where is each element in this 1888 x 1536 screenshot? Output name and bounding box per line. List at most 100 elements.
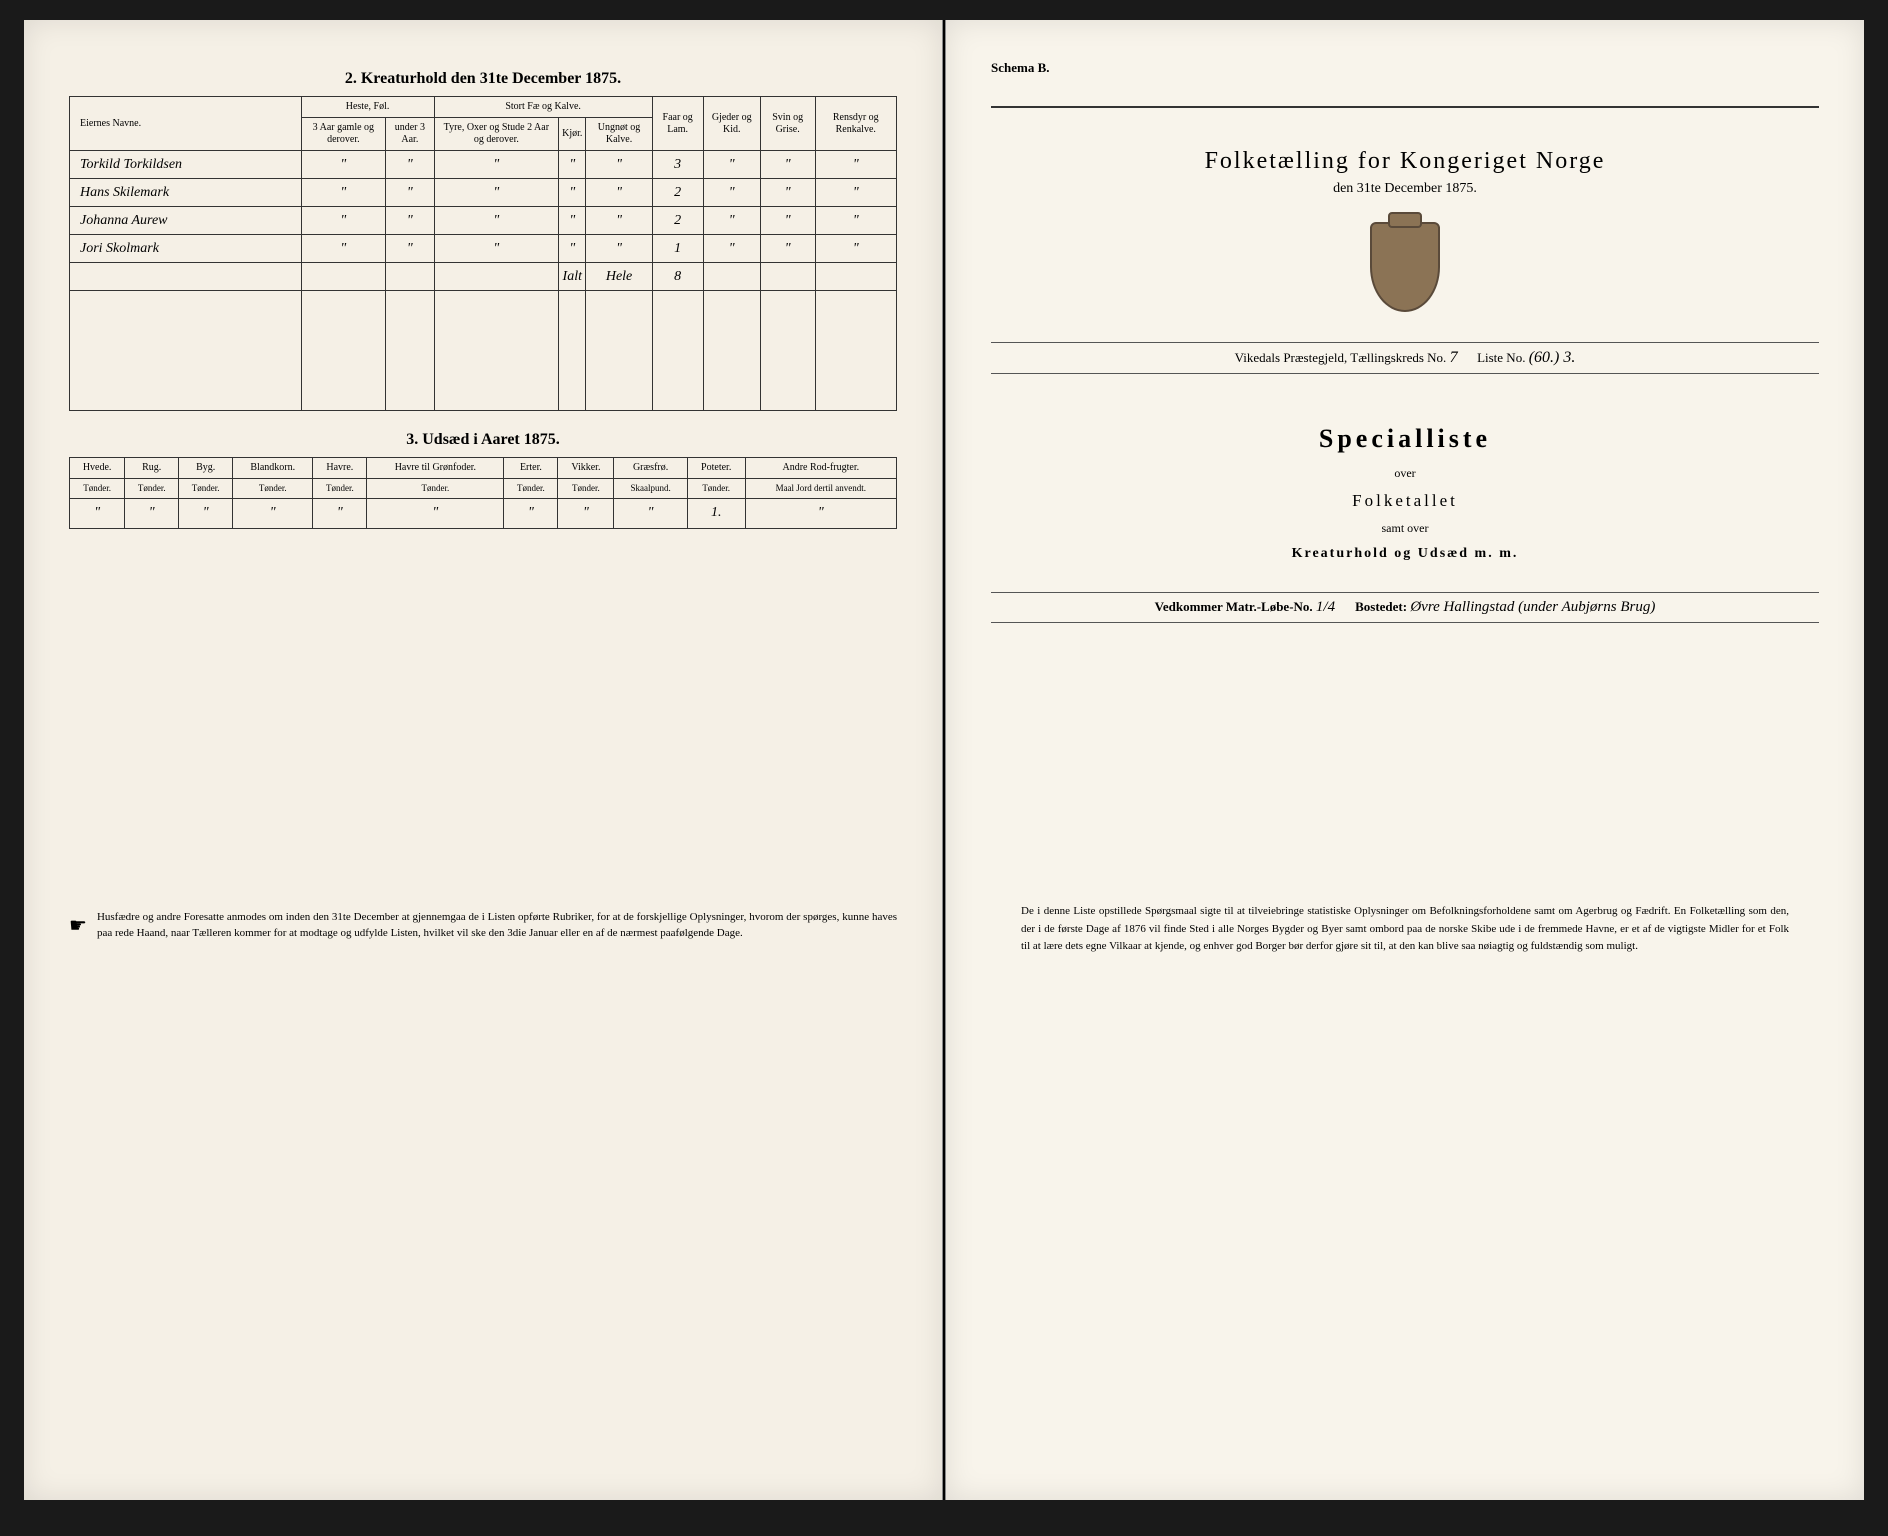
col-heste: Heste, Føl. <box>301 97 434 118</box>
over-label: over <box>991 466 1819 481</box>
totals-val: 8 <box>652 263 703 291</box>
table3-title: 3. Udsæd i Aaret 1875. <box>69 431 897 449</box>
livestock-cell: " <box>586 151 652 179</box>
folketallet: Folketallet <box>991 491 1819 511</box>
livestock-cell: " <box>386 151 434 179</box>
right-footnote: De i denne Liste opstillede Spørgsmaal s… <box>991 903 1819 956</box>
livestock-cell: " <box>815 207 896 235</box>
meta-liste: (60.) 3. <box>1529 349 1576 366</box>
livestock-cell: " <box>703 179 760 207</box>
seed-col-sub: Tønder. <box>70 479 125 499</box>
bostod-label2: Bostedet: <box>1355 599 1407 614</box>
seed-col-head: Vikker. <box>558 458 614 479</box>
seed-cell: " <box>70 498 125 528</box>
seed-col-sub: Tønder. <box>504 479 558 499</box>
livestock-cell: " <box>559 151 586 179</box>
seed-cell: " <box>504 498 558 528</box>
seed-col-head: Rug. <box>125 458 179 479</box>
kreatur-line: Kreaturhold og Udsæd m. m. <box>991 546 1819 562</box>
pointer-icon: ☛ <box>69 911 87 942</box>
livestock-cell: " <box>434 179 559 207</box>
totals-label: Hele <box>586 263 652 291</box>
livestock-cell: " <box>586 235 652 263</box>
livestock-cell: " <box>760 179 815 207</box>
sub-stort3: Ungnøt og Kalve. <box>586 118 652 151</box>
livestock-cell: " <box>703 207 760 235</box>
seed-cell: " <box>233 498 313 528</box>
seed-col-head: Havre. <box>313 458 367 479</box>
left-footnote: ☛ Husfædre og andre Foresatte anmodes om… <box>69 909 897 942</box>
livestock-cell: 2 <box>652 179 703 207</box>
sub-heste1: 3 Aar gamle og derover. <box>301 118 386 151</box>
bostod-no: 1/4 <box>1316 599 1335 615</box>
livestock-cell: " <box>703 235 760 263</box>
seed-col-head: Andre Rod-frugter. <box>745 458 896 479</box>
seed-col-sub: Maal Jord dertil anvendt. <box>745 479 896 499</box>
livestock-cell: " <box>815 151 896 179</box>
document-spread: 2. Kreaturhold den 31te December 1875. E… <box>24 20 1864 1500</box>
livestock-cell: " <box>434 207 559 235</box>
col-stort: Stort Fæ og Kalve. <box>434 97 652 118</box>
livestock-cell: " <box>760 235 815 263</box>
seed-col-head: Hvede. <box>70 458 125 479</box>
sub-stort2: Kjør. <box>559 118 586 151</box>
seed-cell: 1. <box>687 498 745 528</box>
livestock-cell: " <box>815 235 896 263</box>
seed-col-sub: Tønder. <box>233 479 313 499</box>
meta-liste-label: Liste No. <box>1477 350 1525 365</box>
livestock-table: Eiernes Navne. Heste, Føl. Stort Fæ og K… <box>69 96 897 411</box>
livestock-cell: " <box>434 235 559 263</box>
meta-line: Vikedals Præstegjeld, Tællingskreds No. … <box>991 342 1819 374</box>
livestock-cell: " <box>559 179 586 207</box>
owner-name: Jori Skolmark <box>70 235 302 263</box>
livestock-cell: " <box>301 151 386 179</box>
col-svin: Svin og Grise. <box>760 97 815 151</box>
livestock-cell: 1 <box>652 235 703 263</box>
bostod-line: Vedkommer Matr.-Løbe-No. 1/4 Bostedet: Ø… <box>991 592 1819 623</box>
livestock-cell: " <box>559 207 586 235</box>
col-gjeder: Gjeder og Kid. <box>703 97 760 151</box>
seed-col-head: Havre til Grønfoder. <box>367 458 504 479</box>
seed-col-sub: Tønder. <box>313 479 367 499</box>
seed-col-head: Blandkorn. <box>233 458 313 479</box>
livestock-cell: " <box>386 235 434 263</box>
main-title: Folketælling for Kongeriget Norge <box>991 148 1819 175</box>
table2-title: 2. Kreaturhold den 31te December 1875. <box>69 70 897 88</box>
livestock-cell: " <box>301 235 386 263</box>
livestock-cell: " <box>760 151 815 179</box>
seed-cell: " <box>367 498 504 528</box>
owner-name: Hans Skilemark <box>70 179 302 207</box>
seed-cell: " <box>179 498 233 528</box>
seed-col-sub: Tønder. <box>179 479 233 499</box>
sub-heste2: under 3 Aar. <box>386 118 434 151</box>
seed-col-head: Poteter. <box>687 458 745 479</box>
livestock-cell: " <box>760 207 815 235</box>
seed-col-sub: Tønder. <box>367 479 504 499</box>
livestock-cell: 3 <box>652 151 703 179</box>
subtitle: den 31te December 1875. <box>991 181 1819 197</box>
owner-name: Torkild Torkildsen <box>70 151 302 179</box>
meta-kreds: 7 <box>1450 349 1458 366</box>
sub-stort1: Tyre, Oxer og Stude 2 Aar og derover. <box>434 118 559 151</box>
seed-col-head: Græsfrø. <box>614 458 687 479</box>
seed-col-sub: Skaalpund. <box>614 479 687 499</box>
seed-col-sub: Tønder. <box>125 479 179 499</box>
seed-col-head: Erter. <box>504 458 558 479</box>
samt-label: samt over <box>991 521 1819 536</box>
livestock-cell: " <box>559 235 586 263</box>
seed-col-sub: Tønder. <box>558 479 614 499</box>
livestock-cell: " <box>586 207 652 235</box>
col-ren: Rensdyr og Renkalve. <box>815 97 896 151</box>
left-page: 2. Kreaturhold den 31te December 1875. E… <box>24 20 943 1500</box>
livestock-cell: " <box>703 151 760 179</box>
meta-prefix: Vikedals Præstegjeld, Tællingskreds No. <box>1235 350 1447 365</box>
bostod-name: Øvre Hallingstad (under Aubjørns Brug) <box>1410 599 1655 615</box>
bostod-label1: Vedkommer Matr.-Løbe-No. <box>1155 599 1313 614</box>
livestock-cell: " <box>434 151 559 179</box>
special-title: Specialliste <box>991 424 1819 454</box>
livestock-cell: " <box>386 179 434 207</box>
schema-label: Schema B. <box>991 60 1819 76</box>
seed-col-head: Byg. <box>179 458 233 479</box>
livestock-cell: 2 <box>652 207 703 235</box>
livestock-cell: " <box>301 179 386 207</box>
